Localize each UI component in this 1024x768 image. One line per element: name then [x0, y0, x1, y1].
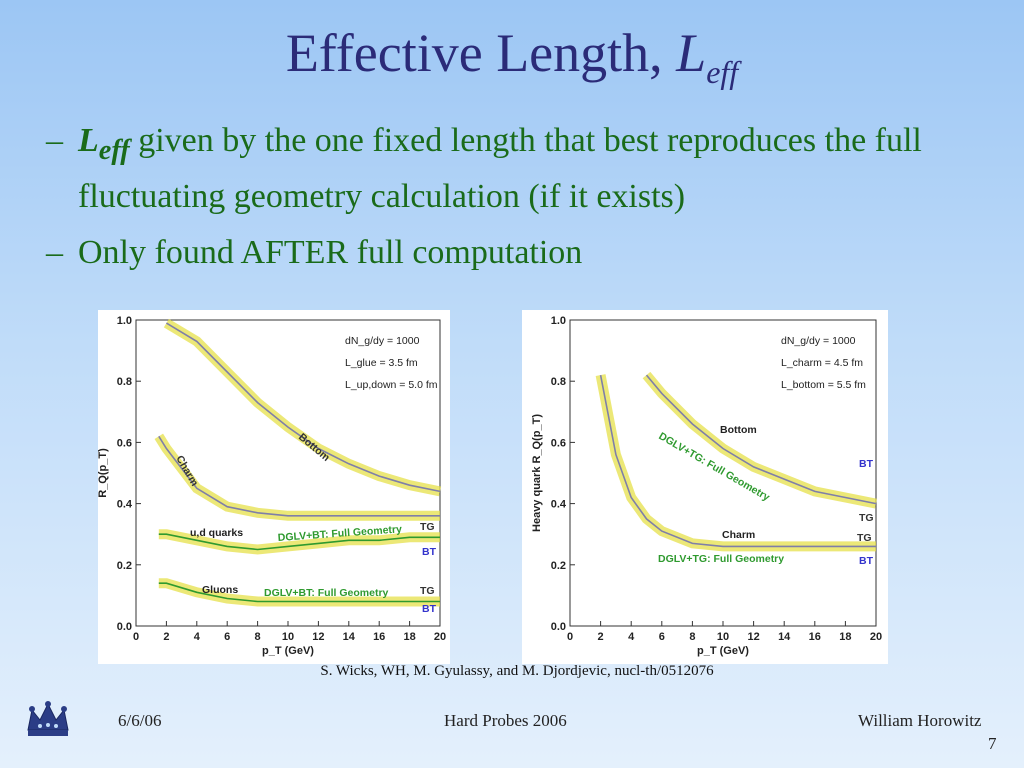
y-tick-label: 0.0 — [551, 621, 566, 633]
y-tick-label: 0.6 — [117, 437, 132, 449]
series-line — [158, 435, 440, 517]
plot-annotation: u,d quarks — [190, 527, 243, 539]
plot-annotation: DGLV+BT: Full Geometry — [264, 587, 389, 599]
x-tick-label: 8 — [255, 631, 261, 643]
slide-title: Effective Length, Leff — [0, 22, 1024, 91]
y-tick-label: 0.4 — [117, 499, 133, 511]
plot-annotation: DGLV+TG: Full Geometry — [658, 553, 784, 565]
x-tick-label: 14 — [778, 631, 791, 643]
slide-title-subscript: eff — [706, 53, 739, 90]
x-tick-label: 0 — [567, 631, 573, 643]
legend-entry: dN_g/dy = 1000 — [781, 335, 856, 347]
bullet-text: given by the one fixed length that best … — [78, 122, 922, 215]
plot-annotation: Charm — [722, 529, 755, 541]
x-tick-label: 16 — [373, 631, 385, 643]
series-band — [642, 371, 877, 509]
legend-entry: L_up,down = 5.0 fm — [345, 379, 438, 391]
x-tick-label: 8 — [689, 631, 695, 643]
x-tick-label: 20 — [870, 631, 882, 643]
footer-page: 7 — [988, 734, 997, 753]
right-plot-canvas: 0 2 4 6 8 10 12 14 16 18 20 0.0 0.2 0.4 0.6 0.8 1.0 p_T (… — [531, 315, 882, 657]
series-line — [158, 533, 440, 551]
footer-author: William Horowitz — [858, 711, 982, 730]
x-axis-label: p_T (GeV) — [262, 645, 314, 657]
x-tick-label: 2 — [598, 631, 604, 643]
plot-annotation: TG — [857, 532, 872, 544]
x-tick-label: 6 — [224, 631, 230, 643]
y-axis-label: R_Q(p_T) — [98, 448, 109, 498]
left-plot-canvas: 0 2 4 6 8 10 12 14 16 18 20 0.0 0.2 0.4 0.6 0.8 1.0 p_T (… — [98, 315, 446, 657]
bullet-list: – Leff given by the one fixed length that… — [46, 118, 1006, 276]
legend-entry: L_bottom = 5.5 fm — [781, 379, 866, 391]
legend-entry: L_charm = 4.5 fm — [781, 357, 863, 369]
y-tick-label: 0.6 — [551, 437, 566, 449]
x-axis-label: p_T (GeV) — [697, 645, 749, 657]
x-tick-label: 4 — [194, 631, 201, 643]
y-tick-label: 0.8 — [551, 376, 566, 388]
series-band — [154, 433, 440, 521]
x-tick-label: 4 — [628, 631, 635, 643]
y-tick-label: 1.0 — [551, 315, 566, 327]
x-tick-label: 14 — [343, 631, 356, 643]
series-line — [599, 374, 876, 548]
footer-date: 6/6/06 — [118, 711, 162, 730]
crown-icon — [24, 700, 72, 745]
bullet-text: Only found AFTER full computation — [78, 233, 583, 271]
slide-title-symbol: L — [676, 23, 707, 83]
x-tick-label: 12 — [747, 631, 759, 643]
y-tick-label: 0.0 — [117, 621, 132, 633]
x-tick-label: 18 — [403, 631, 415, 643]
series-line — [165, 322, 441, 493]
bullet-symbol: L — [78, 122, 99, 159]
x-tick-label: 16 — [809, 631, 821, 643]
bullet-subscript: eff — [98, 134, 130, 166]
y-tick-label: 0.2 — [117, 560, 132, 572]
bullet-dash: – — [46, 122, 63, 159]
plot-annotation: Gluons — [202, 584, 238, 596]
x-tick-label: 2 — [163, 631, 169, 643]
plot-annotation: BT — [859, 458, 874, 470]
y-tick-label: 0.4 — [551, 499, 567, 511]
plot-annotation: BT — [422, 546, 437, 558]
right-plot: 0 2 4 6 8 10 12 14 16 18 20 0.0 0.2 0.4 0.6 0.8 1.0 p_T (… — [522, 310, 888, 664]
plot-annotation: Bottom — [720, 424, 757, 436]
bullet-dash: – — [46, 233, 63, 271]
y-tick-label: 0.2 — [551, 560, 566, 572]
x-tick-label: 10 — [282, 631, 294, 643]
y-tick-label: 0.8 — [117, 376, 132, 388]
plot-annotation: BT — [859, 555, 874, 567]
left-plot: 0 2 4 6 8 10 12 14 16 18 20 0.0 0.2 0.4 0.6 0.8 1.0 p_T (… — [98, 310, 450, 664]
x-tick-label: 12 — [312, 631, 324, 643]
plot-annotation: BT — [422, 603, 437, 615]
series-line — [645, 374, 877, 505]
y-tick-label: 1.0 — [117, 315, 132, 327]
series-line — [158, 582, 440, 603]
y-axis-label: Heavy quark R_Q(p_T) — [531, 414, 543, 532]
x-tick-label: 20 — [434, 631, 446, 643]
plot-annotation: TG — [420, 521, 435, 533]
footer-event: Hard Probes 2006 — [444, 711, 567, 730]
legend-entry: dN_g/dy = 1000 — [345, 335, 420, 347]
plot-annotation: TG — [420, 585, 435, 597]
series-band — [163, 318, 441, 497]
bullet-item: – Only found AFTER full computation — [46, 230, 1006, 276]
legend-entry: L_glue = 3.5 fm — [345, 357, 418, 369]
x-tick-label: 6 — [659, 631, 665, 643]
x-tick-label: 18 — [839, 631, 851, 643]
slide-title-text: Effective Length, — [285, 23, 677, 83]
bullet-item: – Leff given by the one fixed length that… — [46, 118, 1006, 220]
plot-annotation: TG — [859, 512, 874, 524]
x-tick-label: 10 — [717, 631, 729, 643]
x-tick-label: 0 — [133, 631, 139, 643]
citation: S. Wicks, WH, M. Gyulassy, and M. Djordj… — [320, 663, 714, 679]
